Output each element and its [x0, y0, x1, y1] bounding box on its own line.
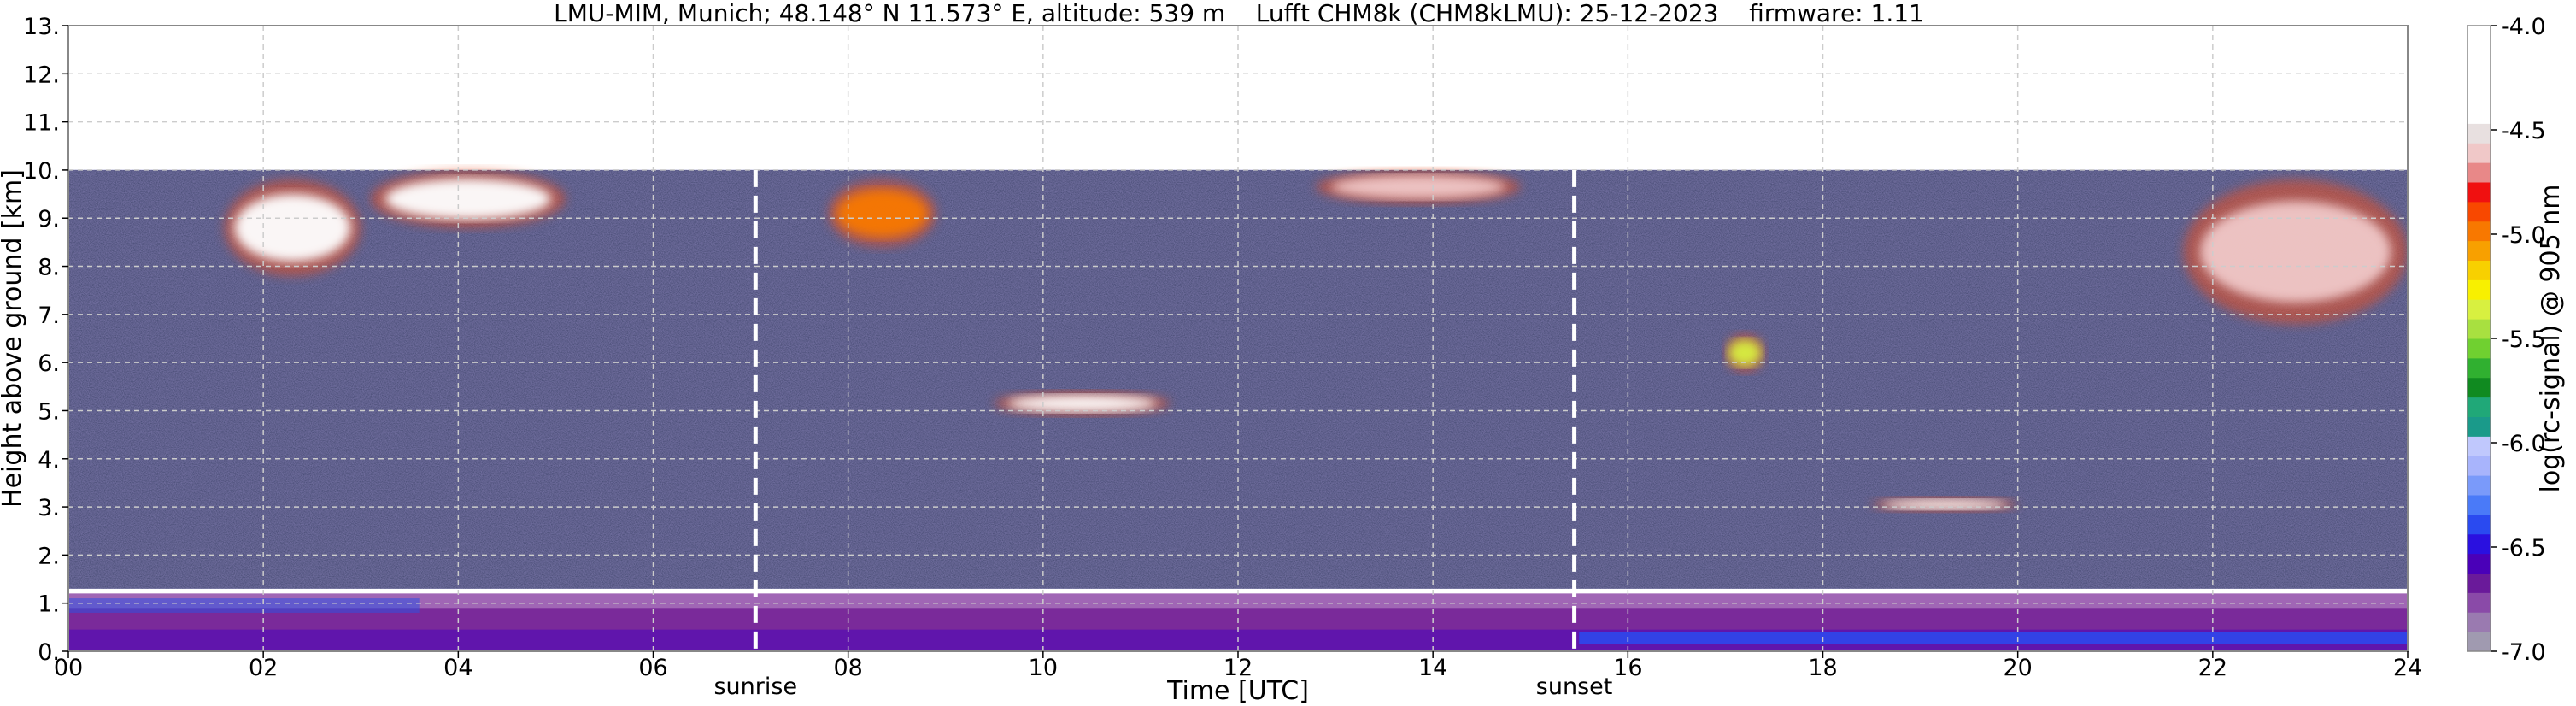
colorbar-segment — [2467, 299, 2491, 320]
sunset-label: sunset — [1536, 674, 1613, 700]
x-tick-label: 12 — [1223, 655, 1253, 681]
colorbar-segment — [2467, 612, 2491, 632]
x-axis-ticks: 00 02 04 06 08 10 12 14 16 18 20 22 24 — [54, 651, 2422, 681]
grid-lines — [68, 26, 2408, 651]
x-tick-label: 22 — [2198, 655, 2227, 681]
colorbar-segment — [2467, 26, 2491, 46]
cloud-layer-8 — [1871, 497, 2018, 512]
colorbar-segment — [2467, 201, 2491, 222]
colorbar-tick-label: -6.5 — [2501, 535, 2546, 562]
colorbar-segment — [2467, 64, 2491, 85]
colorbar-segment — [2467, 475, 2491, 496]
y-tick-label: 0. — [38, 639, 60, 666]
colorbar-segment — [2467, 553, 2491, 574]
colorbar-segment — [2467, 377, 2491, 398]
cloud-layer-3 — [370, 169, 566, 228]
y-tick-label: 12. — [23, 62, 60, 88]
colorbar-segment — [2467, 573, 2491, 593]
x-axis-label: Time [UTC] — [1166, 676, 1309, 706]
colorbar-tick-label: -5.0 — [2501, 222, 2546, 249]
y-tick-label: 2. — [38, 543, 60, 569]
colorbar-segment — [2467, 260, 2491, 280]
y-tick-label: 13. — [23, 14, 60, 40]
colorbar-segment — [2467, 103, 2491, 124]
x-tick-label: 24 — [2393, 655, 2422, 681]
colorbar-segment — [2467, 357, 2491, 379]
cloud-layer-6 — [994, 391, 1171, 416]
colorbar-segment — [2467, 632, 2491, 652]
x-tick-label: 02 — [249, 655, 278, 681]
colorbar-segment — [2467, 162, 2491, 183]
cloud-layer-4 — [828, 179, 936, 248]
colorbar-segment — [2467, 123, 2491, 144]
y-tick-label: 5. — [38, 398, 60, 425]
colorbar-segment — [2467, 456, 2491, 476]
colorbar-segment — [2467, 436, 2491, 456]
x-tick-label: 00 — [54, 655, 83, 681]
cloud-layer-2 — [224, 179, 361, 276]
y-tick-label: 10. — [23, 158, 60, 185]
colorbar-segment — [2467, 84, 2491, 104]
x-tick-label: 08 — [833, 655, 862, 681]
x-tick-label: 20 — [2003, 655, 2032, 681]
colorbar-segment — [2467, 533, 2491, 555]
colorbar-label: log(rc-signal) @ 905 nm — [2536, 185, 2566, 493]
chart-title: LMU-MIM, Munich; 48.148° N 11.573° E, al… — [554, 0, 1924, 27]
colorbar-segment — [2467, 592, 2491, 613]
y-tick-label: 1. — [38, 591, 60, 618]
y-tick-label: 6. — [38, 350, 60, 377]
y-axis-ticks: 0. 1. 2. 3. 4. 5. 6. 7. 8. 9. 10. 11. 12. 13. — [23, 14, 68, 666]
colorbar-segment — [2467, 143, 2491, 163]
y-tick-label: 11. — [23, 110, 60, 137]
x-tick-label: 06 — [638, 655, 667, 681]
x-tick-label: 10 — [1029, 655, 1058, 681]
colorbar-segment — [2467, 44, 2491, 66]
y-axis-label: Height above ground [km] — [0, 169, 27, 508]
colorbar-segment — [2467, 495, 2491, 515]
colorbar-tick-label: -6.0 — [2501, 431, 2546, 457]
y-tick-label: 3. — [38, 495, 60, 521]
y-tick-label: 8. — [38, 255, 60, 281]
colorbar-segment — [2467, 319, 2491, 339]
x-tick-label: 14 — [1418, 655, 1447, 681]
sunrise-label: sunrise — [713, 674, 797, 700]
colorbar-segment — [2467, 514, 2491, 535]
colorbar-tick-label: -4.0 — [2501, 14, 2546, 40]
colorbar-tick-label: -5.5 — [2501, 327, 2546, 353]
cloud-layer-7 — [1725, 333, 1765, 373]
colorbar-segment — [2467, 416, 2491, 437]
x-tick-label: 18 — [1808, 655, 1837, 681]
y-tick-label: 7. — [38, 303, 60, 329]
cloud-layer-5 — [1316, 169, 1521, 204]
colorbar-segment — [2467, 397, 2491, 417]
colorbar-segment — [2467, 338, 2491, 359]
colorbar-segment — [2467, 279, 2491, 300]
x-tick-label: 04 — [443, 655, 472, 681]
colorbar-segment — [2467, 221, 2491, 242]
sun-markers: sunrise sunset — [713, 169, 1613, 700]
colorbar-tick-label: -4.5 — [2501, 118, 2546, 144]
colorbar-segment — [2467, 240, 2491, 261]
colorbar-segment — [2467, 182, 2491, 203]
colorbar: -7.0 -6.5 -6.0 -5.5 -5.0 -4.5 -4.0 — [2467, 14, 2546, 666]
y-tick-label: 9. — [38, 206, 60, 232]
cloud-layer-9 — [2183, 179, 2408, 325]
y-tick-label: 4. — [38, 447, 60, 474]
colorbar-tick-label: -7.0 — [2501, 639, 2546, 666]
x-tick-label: 16 — [1613, 655, 1642, 681]
